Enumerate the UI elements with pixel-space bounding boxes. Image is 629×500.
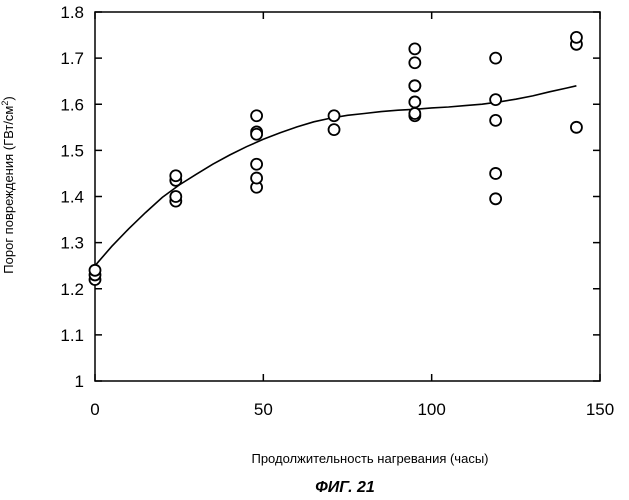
y-tick-label: 1.4 [60,188,84,207]
data-point [571,32,582,43]
x-tick-label: 150 [586,400,614,419]
y-axis-title-main: Порог повреждения (ГВт/см [1,106,16,274]
data-point [490,53,501,64]
data-point [409,80,420,91]
x-axis-title: Продолжительность нагревания (часы) [251,451,488,466]
y-tick-label: 1.8 [60,3,84,22]
data-point [251,110,262,121]
data-point [409,108,420,119]
x-tick-label: 100 [417,400,445,419]
x-tick-label: 50 [254,400,273,419]
data-point [490,115,501,126]
data-point [409,43,420,54]
y-tick-label: 1.2 [60,280,84,299]
y-tick-label: 1 [75,372,84,391]
data-point [251,173,262,184]
x-tick-label: 0 [90,400,99,419]
y-tick-label: 1.6 [60,95,84,114]
data-point [329,124,340,135]
data-point [409,96,420,107]
axis-tick-labels: 1 1.1 1.2 1.3 1.4 1.5 1.6 1.7 1.8 0 50 100 150 [60,3,614,419]
data-point [490,168,501,179]
y-tick-label: 1.1 [60,326,84,345]
data-point [490,193,501,204]
data-point [571,122,582,133]
data-point [90,265,101,276]
data-point [170,191,181,202]
y-tick-label: 1.7 [60,49,84,68]
y-tick-label: 1.5 [60,141,84,160]
data-point [170,170,181,181]
figure-caption: ФИГ. 21 [315,479,375,496]
data-point [251,159,262,170]
data-point [251,129,262,140]
y-axis-title-end: ) [1,96,16,100]
y-axis-title: Порог повреждения (ГВт/см2) [0,96,16,273]
data-point [329,110,340,121]
y-tick-label: 1.3 [60,234,84,253]
data-point [490,94,501,105]
data-point [409,57,420,68]
data-points [90,32,582,285]
